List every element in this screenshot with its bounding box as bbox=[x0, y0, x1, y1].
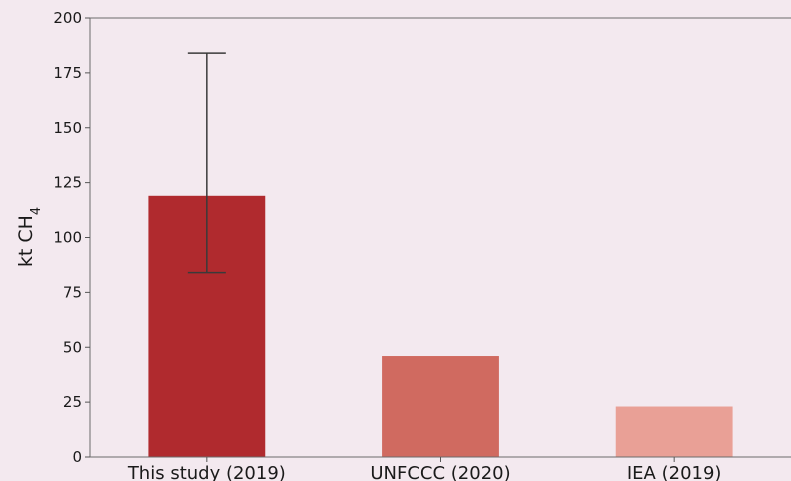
x-ticks-group: This study (2019) UNFCCC (2020) IEA (2019) bbox=[127, 457, 722, 481]
y-tick-label-2: 50 bbox=[63, 338, 82, 356]
y-tick-label-0: 0 bbox=[72, 448, 82, 466]
y-ticks-group: 0 25 50 75 100 125 150 175 200 bbox=[53, 9, 90, 466]
bar-1 bbox=[382, 356, 499, 457]
x-tick-label-0: This study (2019) bbox=[127, 463, 286, 481]
y-tick-label-4: 100 bbox=[53, 229, 82, 247]
error-bars-group bbox=[187, 52, 226, 274]
y-axis-label-subscript: 4 bbox=[29, 207, 44, 215]
y-tick-label-3: 75 bbox=[63, 283, 82, 301]
y-axis-label-text: kt CH bbox=[15, 215, 37, 267]
y-axis-label: kt CH4 bbox=[15, 207, 44, 267]
y-tick-label-8: 200 bbox=[53, 9, 82, 27]
y-tick-label-1: 25 bbox=[63, 393, 82, 411]
y-tick-label-6: 150 bbox=[53, 119, 82, 137]
bar-2 bbox=[615, 406, 733, 457]
y-tick-label-5: 125 bbox=[53, 174, 82, 192]
x-tick-label-2: IEA (2019) bbox=[627, 463, 722, 481]
y-tick-label-7: 175 bbox=[53, 64, 82, 82]
x-tick-label-1: UNFCCC (2020) bbox=[370, 463, 510, 481]
